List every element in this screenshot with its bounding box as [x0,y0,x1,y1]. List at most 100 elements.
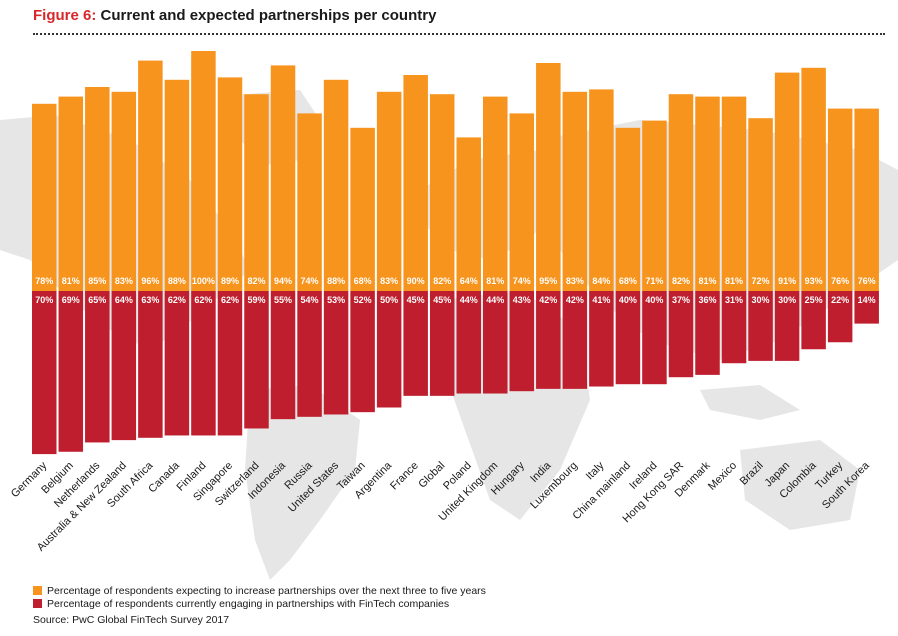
legend-swatch-expected [33,586,42,595]
label-current-united-states: 53% [327,295,345,305]
bar-current-south-korea [854,291,879,324]
label-current-france: 45% [407,295,425,305]
legend-item-current: Percentage of respondents currently enga… [33,597,486,610]
bar-expected-taiwan [350,127,375,291]
bar-expected-hungary [509,113,535,292]
bar-expected-japan [774,72,800,291]
category-label-mexico: Mexico [706,460,739,493]
bar-current-switzerland [244,291,269,429]
label-expected-germany: 78% [35,276,53,286]
label-expected-colombia: 93% [805,276,823,286]
bar-current-italy [589,291,614,387]
label-expected-poland: 64% [460,276,478,286]
label-current-hong-kong-sar: 37% [672,295,690,305]
bar-current-belgium [58,291,84,452]
bar-expected-south-korea [854,108,879,291]
label-expected-hungary: 74% [513,276,531,286]
bar-current-australia-new-zealand [111,291,137,441]
label-expected-switzerland: 82% [247,276,265,286]
label-current-brazil: 30% [752,295,770,305]
bar-current-united-kingdom [483,291,508,394]
bar-expected-canada [164,79,190,291]
label-current-indonesia: 55% [274,295,292,305]
label-current-china-mainland: 40% [619,295,637,305]
bar-current-hong-kong-sar [668,291,694,378]
bar-current-singapore [217,291,243,436]
label-current-luxembourg: 42% [566,295,584,305]
label-expected-canada: 88% [168,276,186,286]
bar-expected-netherlands [85,87,110,291]
bar-expected-global [429,94,455,291]
bar-current-poland [456,291,481,394]
legend-label-expected: Percentage of respondents expecting to i… [47,584,486,597]
bar-current-colombia [801,291,826,350]
label-expected-argentina: 83% [380,276,398,286]
label-expected-india: 95% [539,276,557,286]
bar-current-russia [297,291,322,417]
label-expected-france: 90% [407,276,425,286]
bars-layer [32,51,879,455]
bar-current-japan [774,291,800,361]
bar-expected-united-kingdom [483,96,508,291]
label-current-finland: 62% [194,295,212,305]
label-expected-brazil: 72% [752,276,770,286]
category-label-france: France [388,460,421,493]
bar-current-indonesia [270,291,296,420]
chart-title: Figure 6: Current and expected partnersh… [33,7,436,24]
label-current-hungary: 43% [513,295,531,305]
label-expected-russia: 74% [301,276,319,286]
label-current-ireland: 40% [645,295,663,305]
bar-current-south-africa [138,291,163,438]
bar-current-china-mainland [615,291,641,385]
label-expected-mexico: 81% [725,276,743,286]
label-current-global: 45% [433,295,451,305]
label-expected-united-kingdom: 81% [486,276,504,286]
category-label-italy: Italy [584,459,607,482]
bar-current-global [429,291,455,396]
bar-current-argentina [376,291,402,408]
figure-label: Figure 6: [33,7,97,24]
bar-expected-china-mainland [615,127,641,291]
bar-current-taiwan [350,291,375,413]
label-expected-turkey: 76% [831,276,849,286]
bar-expected-turkey [827,108,853,291]
label-current-india: 42% [539,295,557,305]
label-expected-global: 82% [433,276,451,286]
bar-current-finland [191,291,216,436]
bar-expected-russia [297,113,322,292]
label-current-denmark: 36% [698,295,716,305]
bar-expected-ireland [642,120,667,291]
label-current-russia: 54% [301,295,319,305]
label-current-united-kingdom: 44% [486,295,504,305]
bar-expected-luxembourg [562,91,588,291]
label-expected-japan: 91% [778,276,796,286]
label-current-japan: 30% [778,295,796,305]
label-current-south-africa: 63% [141,295,159,305]
label-expected-singapore: 89% [221,276,239,286]
bar-current-brazil [748,291,773,361]
title-divider [33,33,885,35]
label-expected-italy: 84% [592,276,610,286]
legend-swatch-current [33,599,42,608]
bar-expected-italy [589,89,614,292]
bar-expected-australia-new-zealand [111,91,137,291]
bar-expected-finland [191,51,216,291]
bar-expected-south-africa [138,60,163,291]
value-labels-layer: 78% 70% 81% 69% 85% 65% 83% 64% 96% 63% 88% 62% 100%… [35,276,875,305]
label-expected-south-africa: 96% [141,276,159,286]
bar-expected-denmark [695,96,720,291]
bar-current-mexico [721,291,747,364]
bar-expected-switzerland [244,94,269,291]
bar-current-germany [32,291,57,455]
label-expected-hong-kong-sar: 82% [672,276,690,286]
label-current-turkey: 22% [831,295,849,305]
label-expected-denmark: 81% [698,276,716,286]
label-expected-netherlands: 85% [88,276,106,286]
figure-title: Current and expected partnerships per co… [100,7,437,24]
label-current-south-korea: 14% [858,295,876,305]
bar-expected-germany [32,103,57,291]
category-label-germany: Germany [9,459,50,500]
label-current-mexico: 31% [725,295,743,305]
legend-label-current: Percentage of respondents currently enga… [47,597,450,610]
